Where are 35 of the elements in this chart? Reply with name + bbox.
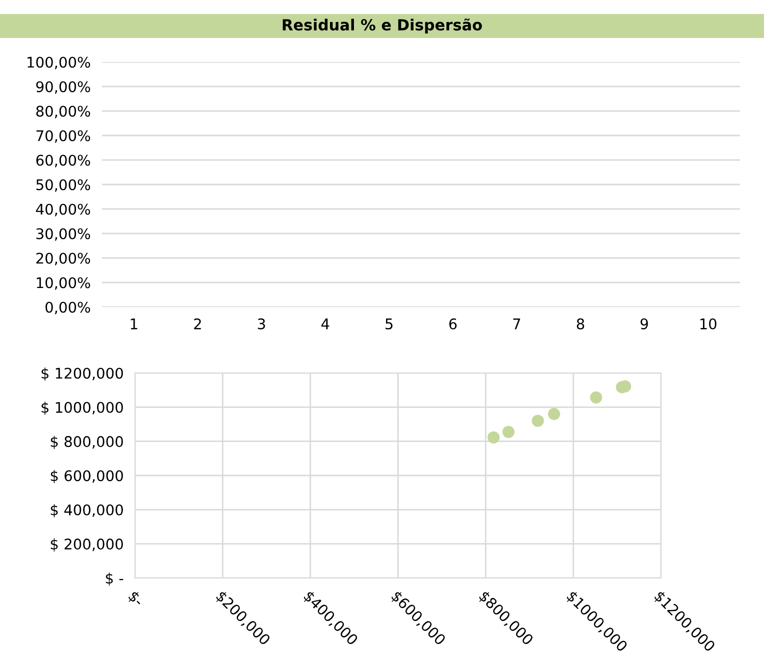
point — [548, 408, 560, 420]
y-tick-label: 100,00% — [28, 56, 90, 70]
x-tick-label: 8 — [576, 318, 584, 330]
point — [502, 426, 515, 438]
y-tick-label: 30,00% — [36, 228, 90, 241]
point — [532, 414, 544, 427]
point — [487, 431, 500, 444]
y-tick-label: $ 200,000 — [50, 538, 123, 552]
chart-title: Residual % e Dispersão — [282, 18, 482, 34]
x-tick-label: 7 — [513, 318, 520, 330]
y-tick-label: $ 1200,000 — [42, 367, 123, 381]
x-tick-label: 5 — [386, 318, 392, 330]
x-tick-label: 1 — [130, 318, 138, 330]
point — [590, 391, 602, 404]
x-tick-label: 6 — [449, 318, 457, 330]
y-tick-label: $ 400,000 — [50, 504, 123, 518]
y-tick-label: $ 600,000 — [50, 470, 123, 484]
y-tick-label: 40,00% — [36, 204, 90, 216]
y-tick-label: 80,00% — [36, 106, 90, 118]
y-tick-label: 50,00% — [36, 179, 90, 192]
y-tick-label: 0,00% — [46, 302, 90, 314]
y-tick-label: 10,00% — [36, 277, 90, 290]
y-tick-label: 20,00% — [36, 252, 90, 266]
y-tick-label: $ 800,000 — [50, 436, 123, 450]
y-tick-label: $ 1000,000 — [42, 402, 123, 415]
y-tick-label: $ - — [106, 572, 124, 586]
y-tick-label: 70,00% — [36, 130, 90, 143]
y-tick-label: 60,00% — [36, 154, 90, 168]
x-tick-label: 10 — [700, 318, 716, 330]
y-tick-label: 90,00% — [36, 81, 90, 94]
x-tick-label: 2 — [194, 318, 201, 330]
x-tick-label: 9 — [640, 318, 648, 330]
x-tick-label: 4 — [321, 318, 330, 330]
x-tick-label: $- — [126, 590, 145, 608]
x-tick-label: 3 — [258, 318, 265, 330]
